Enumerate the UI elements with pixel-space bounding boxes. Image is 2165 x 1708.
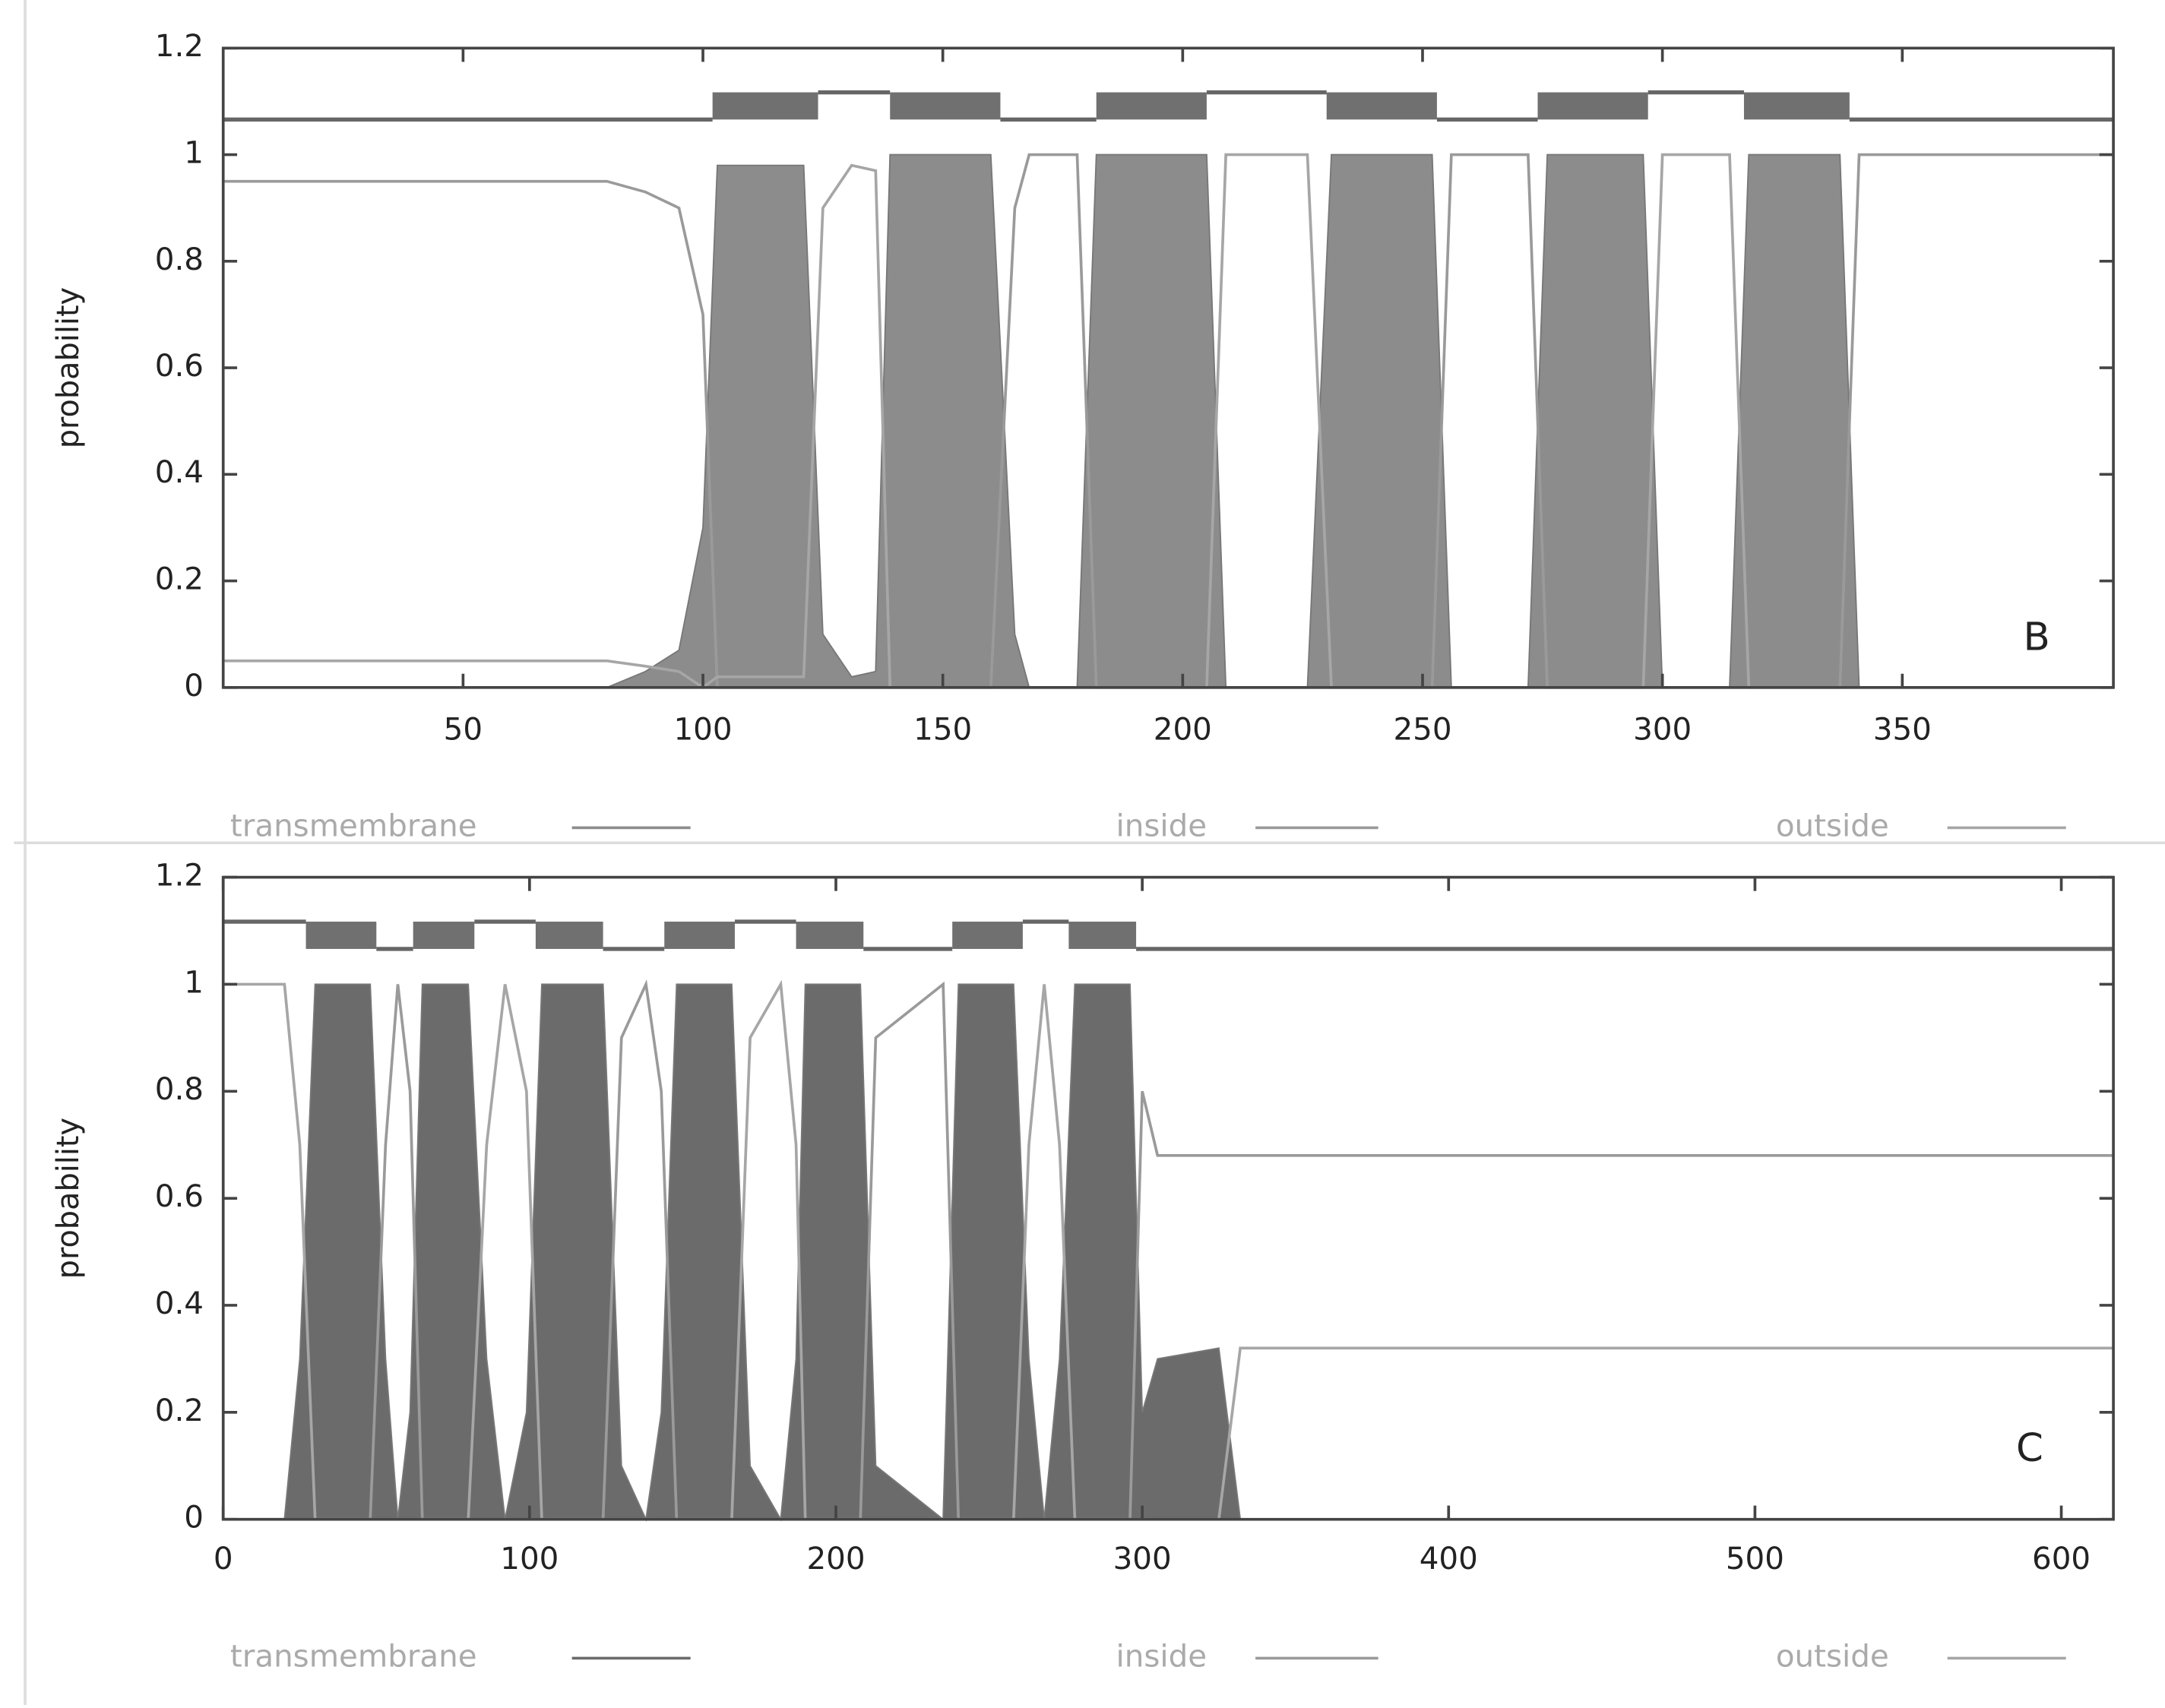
x-tick-label: 150 [913,713,972,748]
x-tick-label: 350 [1873,713,1932,748]
y-tick-label: 1 [184,136,204,171]
y-tick-label: 0.6 [155,349,204,384]
topology-box [1096,92,1207,120]
y-tick-label: 0.4 [155,456,204,491]
x-tick-label: 400 [1420,1542,1478,1577]
x-tick-label: 200 [1154,713,1212,748]
y-tick-label: 0.2 [155,1393,204,1428]
y-axis-label: probability [51,287,86,448]
topology-box [952,922,1023,949]
topology-box [1537,92,1648,120]
y-tick-label: 0 [184,1501,204,1536]
legend-label: outside [1776,1640,1889,1675]
area [223,153,2114,688]
topology-box [413,922,475,949]
x-tick-label: 50 [444,713,483,748]
y-tick-label: 0 [184,669,204,704]
topology-box [535,922,603,949]
y-axis-label: probability [51,1118,86,1279]
topology-box [712,92,818,120]
topology-box [664,922,735,949]
annotation: B [2023,615,2049,660]
legend-label: inside [1116,1640,1208,1675]
x-tick-label: 500 [1726,1542,1784,1577]
x-tick-label: 0 [214,1542,233,1577]
topology-box [1326,92,1437,120]
y-tick-label: 1.2 [155,30,204,65]
topology-box [890,92,1001,120]
x-tick-label: 100 [500,1542,559,1577]
legend-label: transmembrane [230,1640,477,1675]
y-tick-label: 1 [184,966,204,1001]
area [223,983,2114,1522]
legend-label: transmembrane [230,809,477,844]
topology-box [1068,922,1137,949]
legend-label: outside [1776,809,1889,844]
x-tick-label: 300 [1633,713,1692,748]
y-tick-label: 0.8 [155,1072,204,1107]
y-tick-label: 0.2 [155,562,204,597]
topology-box [796,922,864,949]
y-tick-label: 0.6 [155,1179,204,1214]
topology-box [305,922,377,949]
x-tick-label: 300 [1113,1542,1172,1577]
topology-box [1743,92,1850,120]
x-tick-label: 200 [806,1542,865,1577]
x-tick-label: 600 [2032,1542,2091,1577]
y-tick-label: 0.8 [155,242,204,277]
x-tick-label: 250 [1393,713,1451,748]
y-tick-label: 1.2 [155,859,204,894]
legend-label: inside [1116,809,1208,844]
x-tick-label: 100 [673,713,732,748]
y-tick-label: 0.4 [155,1286,204,1321]
annotation: C [2016,1426,2043,1471]
